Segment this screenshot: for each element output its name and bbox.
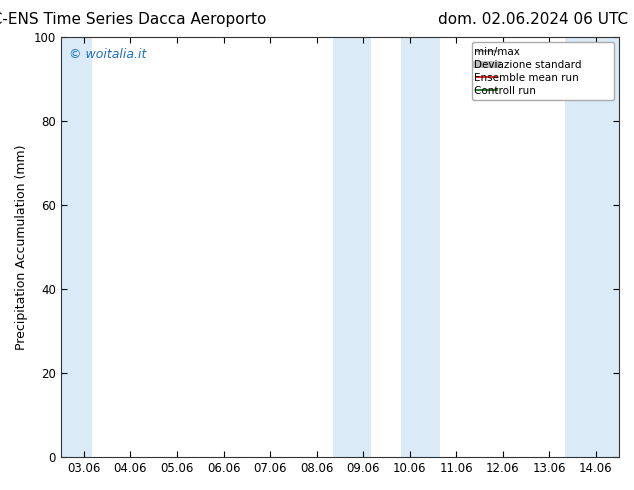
- Legend: min/max, Deviazione standard, Ensemble mean run, Controll run: min/max, Deviazione standard, Ensemble m…: [472, 42, 614, 100]
- Bar: [61, 37, 93, 457]
- Bar: [333, 37, 372, 457]
- Text: © woitalia.it: © woitalia.it: [69, 48, 146, 61]
- Y-axis label: Precipitation Accumulation (mm): Precipitation Accumulation (mm): [15, 145, 28, 350]
- Text: dom. 02.06.2024 06 UTC: dom. 02.06.2024 06 UTC: [437, 12, 628, 27]
- Bar: [401, 37, 440, 457]
- Text: CMC-ENS Time Series Dacca Aeroporto: CMC-ENS Time Series Dacca Aeroporto: [0, 12, 266, 27]
- Bar: [566, 37, 619, 457]
